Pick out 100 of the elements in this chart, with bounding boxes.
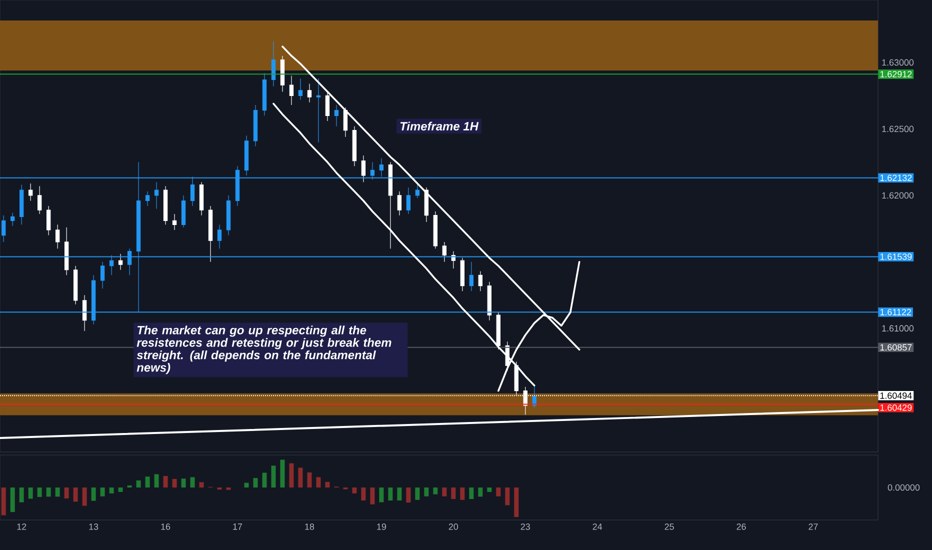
bar [397, 488, 402, 500]
ref-line-label: 1.61539 [880, 254, 912, 260]
ref-line-label: 1.62912 [880, 70, 912, 78]
candlestick [271, 40, 276, 87]
x-tick-label: 23 [520, 524, 530, 530]
candlestick [244, 135, 249, 176]
candlestick [442, 242, 447, 262]
bar [172, 478, 177, 488]
candlestick [199, 182, 204, 216]
candlestick [10, 212, 15, 226]
bar [379, 488, 384, 502]
candlestick [298, 78, 303, 100]
candlestick [217, 224, 222, 249]
bar [82, 488, 87, 506]
candlestick [37, 186, 42, 214]
bar [505, 488, 510, 506]
x-tick-label: 18 [305, 524, 314, 530]
bar [28, 488, 33, 499]
candlestick [469, 262, 474, 292]
bar [325, 482, 330, 488]
candlestick [46, 206, 51, 236]
bar [307, 472, 312, 488]
bar [118, 488, 123, 492]
candlestick [82, 294, 87, 332]
bar [289, 463, 294, 488]
candlestick [487, 282, 492, 321]
x-tick-label: 24 [592, 524, 602, 530]
candlestick [307, 83, 312, 103]
bar [199, 482, 204, 488]
bar [460, 488, 465, 500]
bar [514, 488, 519, 518]
ref-line-label: 1.62132 [880, 174, 912, 182]
bar [442, 488, 447, 496]
candlestick [352, 126, 357, 166]
bar [163, 476, 168, 488]
candlestick [496, 312, 500, 350]
bar [37, 488, 42, 497]
annotation: Timeframe 1H [400, 122, 479, 130]
candlestick [73, 266, 78, 305]
bar [487, 488, 492, 492]
candlestick [388, 162, 393, 249]
candlestick [208, 206, 213, 262]
x-tick-label: 16 [161, 524, 170, 530]
bar [253, 478, 258, 488]
bar [469, 488, 474, 500]
y-tick-label: 1.62000 [882, 192, 914, 199]
bar [298, 468, 303, 488]
candlestick [55, 224, 60, 249]
bar [136, 480, 141, 488]
bar [451, 488, 456, 500]
bar [352, 488, 357, 494]
bar [478, 488, 483, 497]
bar [1, 488, 6, 516]
bar [424, 488, 429, 496]
ref-line-label: 1.60857 [880, 344, 912, 351]
y-tick-label: 1.61000 [882, 325, 914, 332]
candlestick [100, 262, 105, 289]
candlestick [118, 254, 123, 270]
candlestick [172, 214, 177, 230]
candlestick [406, 187, 411, 214]
annotation: The market can go up respecting all the resistences and retesting or just break them streight. (all depends on the fundamental news) [136, 326, 392, 374]
bar [271, 466, 276, 488]
bar [244, 482, 249, 488]
bar [190, 477, 195, 488]
bar [361, 488, 366, 500]
bar [316, 477, 321, 488]
bar [109, 488, 114, 494]
x-tick-label: 20 [448, 524, 458, 530]
candlestick [226, 195, 231, 236]
bar [181, 478, 186, 488]
candlestick [334, 104, 339, 127]
candlestick [145, 191, 150, 206]
candlestick [478, 270, 482, 292]
bar [145, 476, 150, 488]
bar [154, 474, 159, 488]
ref-line-label: 1.61122 [880, 308, 911, 316]
candlestick [361, 155, 366, 182]
x-tick-label: 19 [377, 524, 386, 530]
x-tick-label: 26 [736, 524, 746, 530]
candlestick [2, 215, 6, 242]
text: 0.00000 [888, 484, 920, 491]
candlestick [154, 182, 159, 210]
candlestick [19, 184, 24, 225]
bar [388, 488, 393, 500]
candlestick [181, 195, 186, 228]
bar [415, 488, 420, 500]
bar [73, 488, 78, 502]
bar [55, 488, 60, 497]
bar [262, 472, 267, 488]
candlestick [433, 211, 438, 249]
bar [46, 488, 51, 497]
x-tick-label: 13 [89, 524, 98, 530]
x-tick-label: 17 [233, 524, 242, 530]
bar [91, 488, 96, 501]
candlestick [316, 78, 321, 143]
bar [10, 488, 15, 512]
candlestick [262, 72, 267, 116]
bar [433, 488, 438, 494]
x-tick-label: 25 [664, 524, 674, 530]
candlestick [343, 107, 348, 138]
